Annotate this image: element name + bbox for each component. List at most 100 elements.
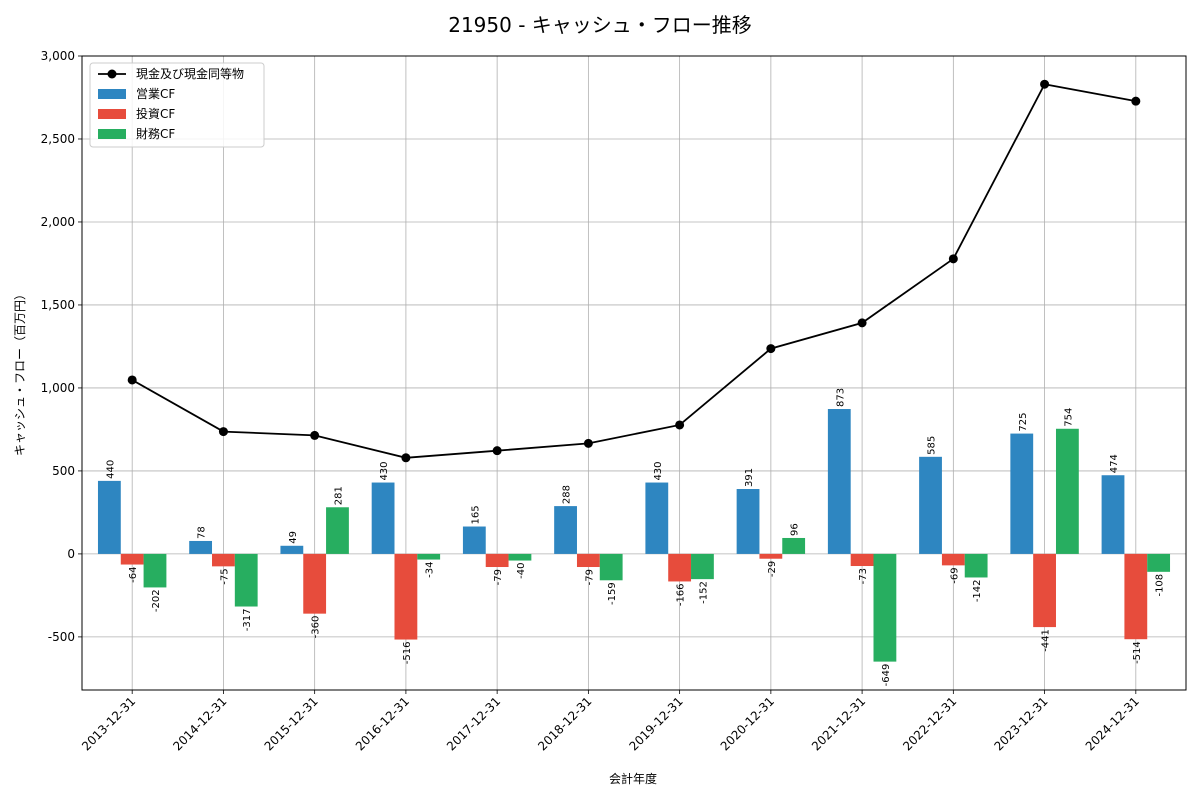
bar-value-label: -79 — [493, 569, 504, 585]
legend-label: 投資CF — [136, 106, 175, 121]
bar-value-label: -29 — [767, 561, 778, 577]
bar — [1055, 428, 1079, 554]
bar-value-label: -317 — [242, 609, 253, 632]
y-tick-label: 2,000 — [41, 215, 75, 229]
y-tick-label: 500 — [52, 464, 75, 478]
bar-value-label: 474 — [1109, 454, 1120, 473]
bar-value-label: 281 — [333, 486, 344, 505]
bar — [303, 553, 327, 614]
x-tick-label: 2020-12-31 — [718, 694, 777, 753]
bar-value-label: -360 — [311, 616, 322, 639]
x-tick-label: 2014-12-31 — [170, 694, 229, 753]
x-tick-label: 2022-12-31 — [900, 694, 959, 753]
bar — [508, 553, 532, 561]
bar — [873, 553, 897, 662]
bar-value-label: -166 — [676, 583, 687, 606]
bar — [394, 553, 418, 640]
legend-swatch — [98, 89, 126, 99]
legend-label: 現金及び現金同等物 — [136, 66, 244, 81]
bar-value-label: -108 — [1155, 574, 1166, 597]
bar — [941, 553, 965, 566]
bar-value-label: 754 — [1063, 408, 1074, 427]
bar-value-label: 873 — [835, 388, 846, 407]
cash-point — [1131, 96, 1141, 106]
chart-title: 21950 - キャッシュ・フロー推移 — [448, 13, 752, 37]
bar — [576, 553, 600, 568]
bar — [1147, 553, 1171, 572]
bar-value-label: 165 — [470, 505, 481, 524]
bar — [417, 553, 441, 560]
y-tick-label: -500 — [48, 630, 75, 644]
bar-value-label: -514 — [1132, 641, 1143, 664]
bar-value-label: 430 — [653, 461, 664, 480]
bar — [850, 553, 874, 567]
cash-point — [948, 254, 958, 264]
bar — [1033, 553, 1056, 628]
y-tick-label: 2,500 — [41, 132, 75, 146]
bar — [280, 545, 304, 554]
bar-value-label: 49 — [288, 531, 299, 544]
bar — [143, 553, 167, 588]
bar-value-label: -441 — [1041, 629, 1052, 652]
cash-point — [583, 438, 593, 448]
bar-value-label: 96 — [790, 523, 801, 536]
legend-line-marker — [107, 69, 117, 79]
bar-value-label: -69 — [949, 567, 960, 583]
x-tick-label: 2023-12-31 — [991, 694, 1050, 753]
bar-value-label: -79 — [584, 569, 595, 585]
cash-point — [310, 430, 320, 440]
cash-point — [492, 446, 502, 456]
bar — [485, 553, 509, 568]
x-tick-label: 2019-12-31 — [627, 694, 686, 753]
bar-value-label: 430 — [379, 461, 390, 480]
y-tick-label: 1,500 — [41, 298, 75, 312]
bar — [919, 456, 942, 554]
bar — [234, 553, 258, 607]
bar — [736, 489, 760, 554]
bar — [668, 553, 692, 582]
x-tick-label: 2017-12-31 — [444, 694, 503, 753]
legend-box — [89, 62, 265, 148]
bar — [964, 553, 988, 578]
bar-value-label: -75 — [219, 568, 230, 584]
bar-value-label: 288 — [562, 485, 573, 504]
x-tick-label: 2021-12-31 — [809, 694, 868, 753]
label-layer: 440 78 49 430 165 288 430 391 873 585 725 474 -64 -75… — [105, 388, 1165, 686]
bar-value-label: -34 — [425, 562, 436, 578]
x-tick-label: 2013-12-31 — [79, 694, 138, 753]
bar-value-label: -649 — [881, 664, 892, 687]
x-tick-label: 2016-12-31 — [353, 694, 412, 753]
bar — [1010, 433, 1034, 554]
x-tick-label: 2015-12-31 — [262, 694, 321, 753]
bar — [189, 540, 213, 554]
bar-value-label: 78 — [197, 526, 208, 539]
bar-value-label: 585 — [927, 436, 938, 455]
cash-point — [675, 420, 685, 430]
bar — [212, 553, 235, 567]
bar-value-label: -40 — [516, 563, 527, 579]
legend-swatch — [98, 129, 126, 139]
legend-label: 営業CF — [136, 87, 175, 101]
bar-value-label: -516 — [402, 642, 413, 665]
bar — [120, 553, 144, 565]
legend-swatch — [98, 109, 126, 119]
y-axis-label: キャッシュ・フロー（百万円） — [13, 288, 27, 456]
cash-point — [401, 453, 411, 463]
bar — [782, 537, 806, 554]
bar — [827, 409, 851, 554]
cash-point — [766, 344, 776, 354]
bar — [1101, 475, 1125, 554]
bar — [326, 507, 349, 554]
cash-point — [857, 318, 867, 328]
y-tick-label: 0 — [67, 547, 75, 561]
bar — [691, 553, 714, 580]
bar — [554, 506, 577, 554]
bar-value-label: -152 — [698, 581, 709, 604]
cash-line — [131, 83, 1136, 459]
bar — [1124, 553, 1148, 640]
y-tick-label: 3,000 — [41, 49, 75, 63]
y-tick-label: 1,000 — [41, 381, 75, 395]
